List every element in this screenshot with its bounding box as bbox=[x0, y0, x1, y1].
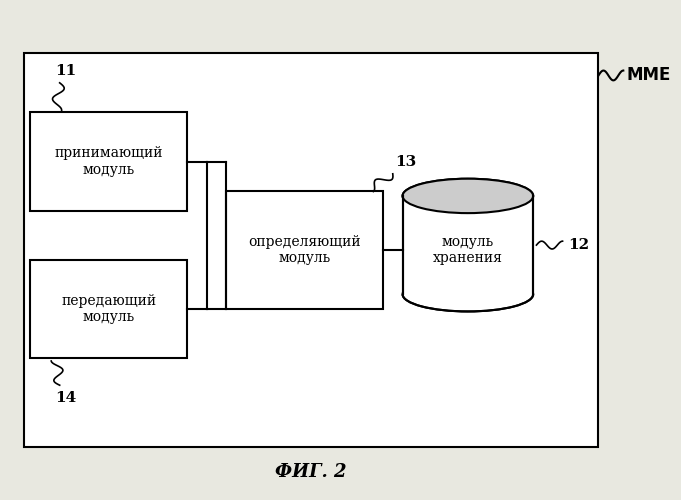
Bar bbox=[30, 260, 187, 358]
Bar bbox=[402, 196, 533, 294]
Text: определяющий
модуль: определяющий модуль bbox=[249, 235, 361, 265]
Text: 12: 12 bbox=[569, 238, 590, 252]
Bar bbox=[226, 191, 383, 309]
Ellipse shape bbox=[402, 277, 533, 312]
Bar bbox=[30, 112, 187, 210]
Text: 13: 13 bbox=[395, 154, 417, 168]
Text: передающий
модуль: передающий модуль bbox=[61, 294, 156, 324]
Text: принимающий
модуль: принимающий модуль bbox=[54, 146, 163, 176]
Text: модуль
хранения: модуль хранения bbox=[433, 235, 503, 265]
Ellipse shape bbox=[402, 178, 533, 213]
Text: 14: 14 bbox=[56, 390, 77, 404]
Bar bbox=[24, 54, 599, 446]
Text: ММЕ: ММЕ bbox=[627, 66, 671, 84]
Text: 11: 11 bbox=[56, 64, 77, 78]
Text: ФИГ. 2: ФИГ. 2 bbox=[275, 463, 347, 481]
Ellipse shape bbox=[402, 178, 533, 213]
